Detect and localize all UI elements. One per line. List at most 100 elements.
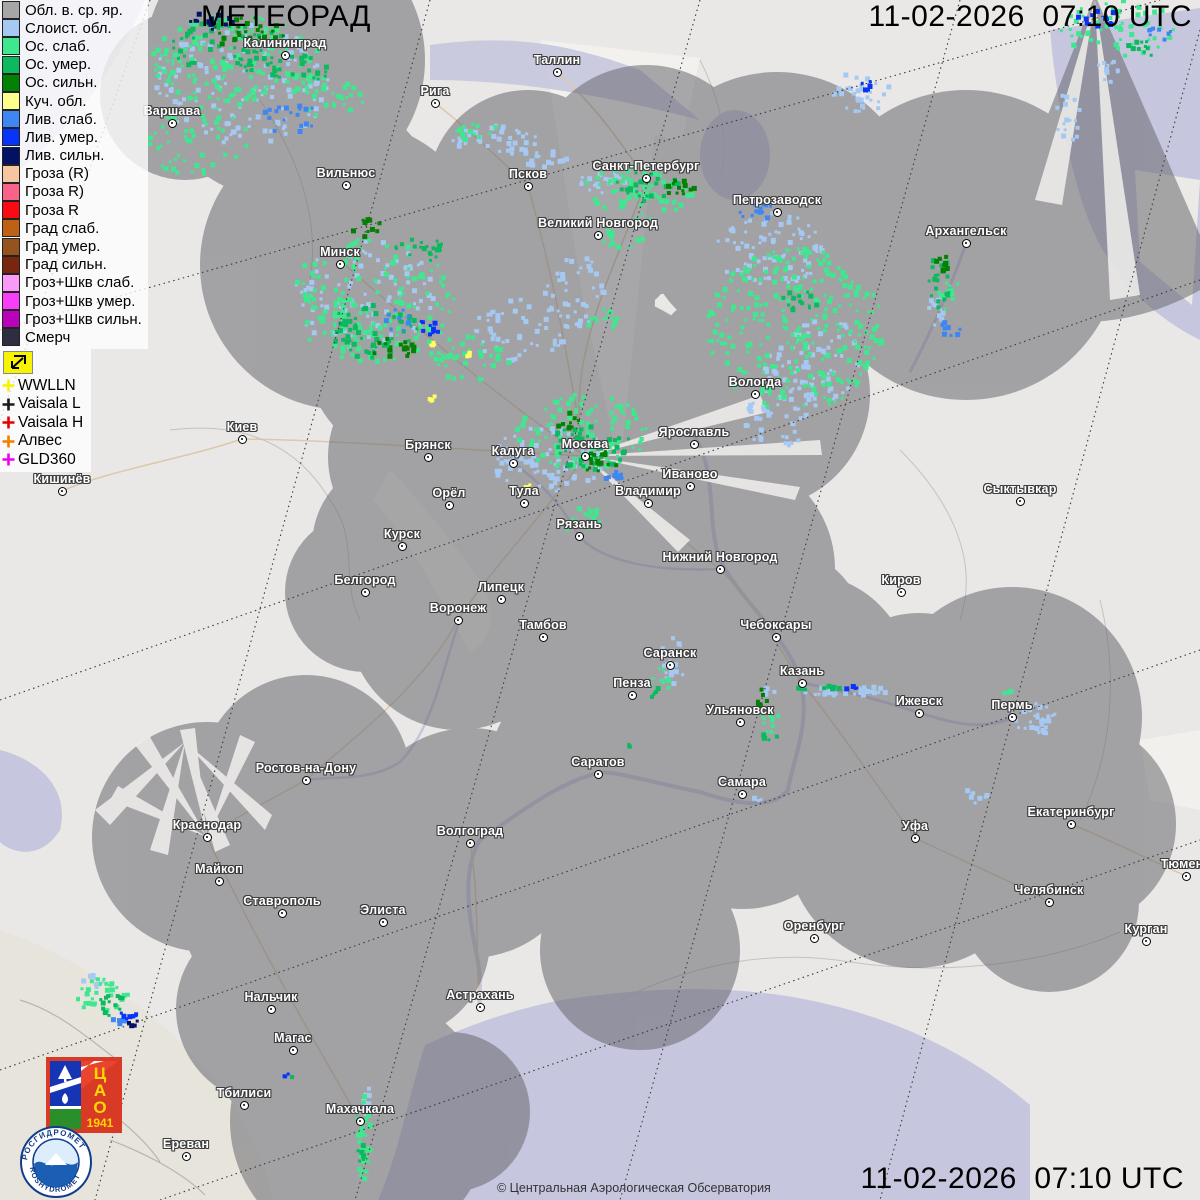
lightning-source-row: Vaisala H (2, 414, 83, 433)
city-label: Рязань (556, 517, 602, 531)
city-label: Таллин (533, 53, 581, 67)
city-label: Варшава (143, 104, 201, 118)
legend-row: Град слаб. (2, 219, 142, 238)
city-dot-icon (181, 1151, 191, 1161)
legend-row: Обл. в. ср. яр. (2, 1, 142, 20)
legend-swatch (2, 1, 20, 20)
legend-row: Гроз+Шкв слаб. (2, 273, 142, 292)
city-label: Нальчик (244, 990, 298, 1004)
legend-row: Лив. умер. (2, 128, 142, 147)
city-label: Ульяновск (706, 703, 774, 717)
legend-label: Ос. слаб. (25, 37, 90, 55)
city-label: Ярославль (658, 425, 730, 439)
city-label: Сыктывкар (983, 482, 1057, 496)
legend-row: Гроз+Шкв умер. (2, 292, 142, 311)
city-label: Курск (383, 527, 421, 541)
city-dot-icon (665, 660, 675, 670)
city-label: Вильнюс (316, 166, 376, 180)
lightning-legend-panel: WWLLN Vaisala L Vaisala H Алвес GLD360 (0, 348, 92, 473)
city-dot-icon (685, 481, 695, 491)
page-title: МЕТЕОРАД (201, 0, 371, 33)
city-label: Кишинёв (33, 472, 91, 486)
city-label: Саранск (643, 646, 697, 660)
city-label: Пермь (991, 698, 1033, 712)
legend-swatch (2, 128, 20, 147)
legend-row: Слоист. обл. (2, 19, 142, 38)
city-dot-icon (202, 832, 212, 842)
city-label: Тамбов (519, 618, 567, 632)
city-dot-icon (423, 452, 433, 462)
city-label: Тбилиси (216, 1086, 272, 1100)
legend-row: Лив. слаб. (2, 110, 142, 129)
city-label: Брянск (405, 438, 451, 452)
city-dot-icon (508, 458, 518, 468)
lightning-source-row: GLD360 (2, 451, 83, 470)
legend-swatch (2, 273, 20, 292)
city-label: Владимир (615, 484, 681, 498)
legend-label: Лив. сильн. (25, 147, 105, 165)
city-label: Ростов-на-Дону (255, 761, 357, 775)
lightning-source-label: Алвес (18, 432, 62, 450)
city-dot-icon (961, 238, 971, 248)
legend-label: Ос. сильн. (25, 74, 98, 92)
city-dot-icon (360, 587, 370, 597)
city-label: Саратов (571, 755, 625, 769)
city-dot-icon (523, 181, 533, 191)
legend-swatch (2, 55, 20, 74)
city-label: Ижевск (895, 694, 943, 708)
city-label: Самара (718, 775, 766, 789)
precipitation-layer (76, 0, 1175, 1182)
legend-label: Град сильн. (25, 256, 107, 274)
city-label: Казань (779, 664, 825, 678)
city-dot-icon (689, 439, 699, 449)
city-label: Калуга (491, 444, 535, 458)
city-dot-icon (1044, 897, 1054, 907)
legend-label: Обл. в. ср. яр. (25, 1, 123, 19)
legend-swatch (2, 219, 20, 238)
roshydromet-logo: РОСГИДРОМЕТ ROSHYDROMET (20, 1126, 92, 1198)
legend-row: Ос. умер. (2, 55, 142, 74)
legend-label: Гроз+Шкв слаб. (25, 274, 135, 292)
legend-swatch (2, 201, 20, 220)
city-dot-icon (378, 917, 388, 927)
legend-row: Град сильн. (2, 255, 142, 274)
legend-swatch (2, 292, 20, 311)
city-label: Челябинск (1014, 883, 1084, 897)
lightning-cross-icon (2, 435, 15, 448)
city-dot-icon (214, 876, 224, 886)
city-dot-icon (1007, 712, 1017, 722)
city-dot-icon (896, 587, 906, 597)
legend-swatch (2, 310, 20, 329)
city-dot-icon (335, 259, 345, 269)
legend-label: Лив. слаб. (25, 110, 97, 128)
city-dot-icon (750, 389, 760, 399)
legend-row: Лив. сильн. (2, 146, 142, 165)
city-label: Минск (320, 245, 360, 259)
legend-swatch (2, 73, 20, 92)
lightning-cross-icon (2, 416, 15, 429)
legend-label: Гроза R) (25, 183, 85, 201)
legend-row: Гроз+Шкв сильн. (2, 310, 142, 329)
legend-label: Гроза R (25, 201, 80, 219)
legend-swatch (2, 182, 20, 201)
city-label: Чебоксары (740, 618, 812, 632)
city-label: Нижний Новгород (662, 550, 778, 564)
lightning-source-label: GLD360 (18, 450, 76, 468)
city-dot-icon (397, 541, 407, 551)
radar-coverage-circle (370, 1032, 530, 1192)
timestamp-top: 11-02-2026 07:10 UTC (868, 0, 1192, 33)
city-dot-icon (277, 908, 287, 918)
city-label: Курган (1124, 922, 1168, 936)
legend-row: Ос. сильн. (2, 73, 142, 92)
city-dot-icon (715, 564, 725, 574)
city-label: Калининград (243, 36, 327, 50)
legend-swatch (2, 328, 20, 347)
city-label: Краснодар (172, 818, 242, 832)
city-label: Петрозаводск (732, 193, 822, 207)
legend-label: Град слаб. (25, 219, 100, 237)
city-dot-icon (453, 615, 463, 625)
city-dot-icon (593, 769, 603, 779)
lightning-source-label: Vaisala H (18, 413, 84, 431)
